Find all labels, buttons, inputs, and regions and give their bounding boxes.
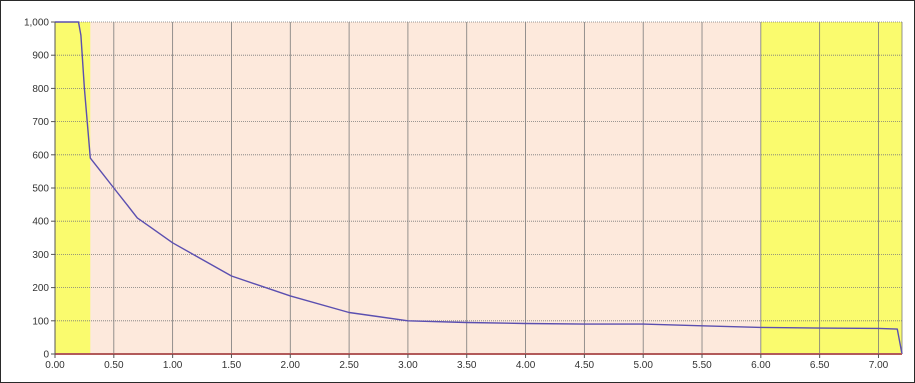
y-tick-label-3: 300 bbox=[32, 250, 49, 261]
x-tick-label-12: 6.00 bbox=[751, 360, 771, 371]
y-tick-label-10: 1,000 bbox=[24, 18, 49, 29]
axes bbox=[51, 21, 902, 358]
x-tick-label-5: 2.50 bbox=[339, 360, 359, 371]
y-tick-labels: 0 100 200 300 400 500 600 700 800 900 1,000 bbox=[24, 18, 49, 361]
x-tick-label-8: 4.00 bbox=[516, 360, 536, 371]
x-tick-label-2: 1.00 bbox=[163, 360, 183, 371]
y-tick-label-7: 700 bbox=[32, 117, 49, 128]
x-tick-label-10: 5.00 bbox=[633, 360, 653, 371]
y-tick-label-1: 100 bbox=[32, 316, 49, 327]
y-tick-label-4: 400 bbox=[32, 217, 49, 228]
series-lines bbox=[55, 21, 903, 355]
y-tick-label-6: 600 bbox=[32, 150, 49, 161]
x-tick-label-4: 2.00 bbox=[281, 360, 301, 371]
y-tick-label-5: 500 bbox=[32, 184, 49, 195]
y-tick-label-2: 200 bbox=[32, 283, 49, 294]
x-tick-label-7: 3.50 bbox=[457, 360, 477, 371]
highlight-band-0 bbox=[55, 22, 91, 354]
x-tick-label-0: 0.00 bbox=[45, 360, 65, 371]
x-tick-label-3: 1.50 bbox=[222, 360, 242, 371]
x-tick-label-9: 4.50 bbox=[575, 360, 595, 371]
y-tick-label-9: 900 bbox=[32, 51, 49, 62]
x-tick-label-14: 7.00 bbox=[869, 360, 889, 371]
x-tick-label-13: 6.50 bbox=[810, 360, 830, 371]
y-tick-label-8: 800 bbox=[32, 84, 49, 95]
x-tick-labels: 0.00 0.50 1.00 1.50 2.00 2.50 3.00 3.50 4.00 4.50… bbox=[45, 360, 888, 371]
series-line-0 bbox=[55, 21, 903, 355]
y-tick-label-0: 0 bbox=[43, 350, 49, 361]
x-tick-label-1: 0.50 bbox=[104, 360, 124, 371]
x-tick-label-11: 5.50 bbox=[692, 360, 712, 371]
x-tick-label-6: 3.00 bbox=[398, 360, 418, 371]
